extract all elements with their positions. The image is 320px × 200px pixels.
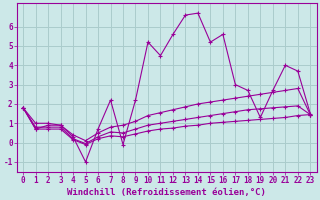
X-axis label: Windchill (Refroidissement éolien,°C): Windchill (Refroidissement éolien,°C): [67, 188, 266, 197]
